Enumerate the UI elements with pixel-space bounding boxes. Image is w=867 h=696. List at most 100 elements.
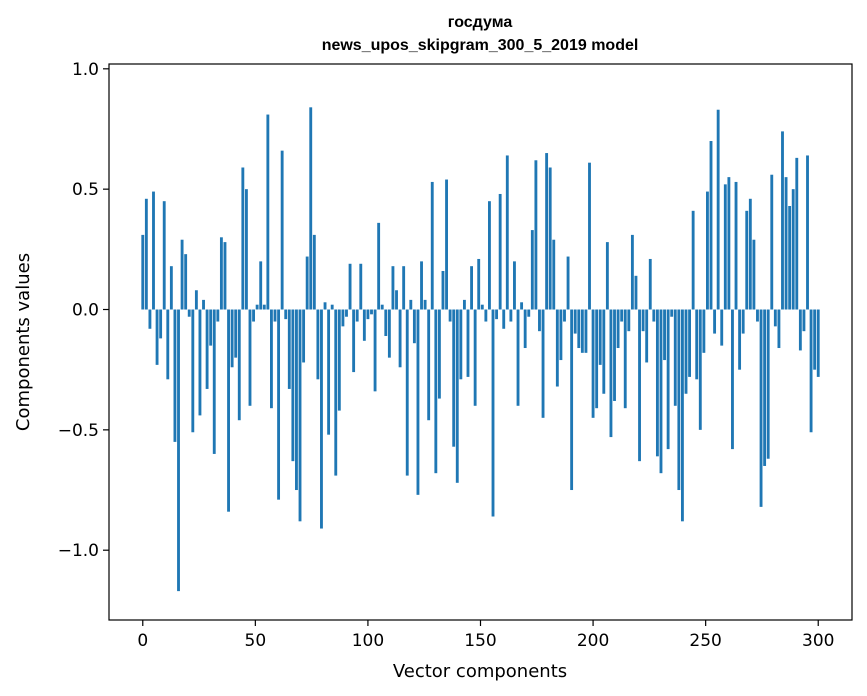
bar xyxy=(802,309,806,332)
bar xyxy=(298,309,302,522)
bar xyxy=(598,309,602,365)
bar xyxy=(613,309,616,401)
bar xyxy=(384,309,388,336)
bar xyxy=(477,258,481,310)
bar xyxy=(713,309,717,334)
bar xyxy=(541,309,545,418)
bar xyxy=(359,263,363,310)
bar xyxy=(716,109,720,310)
bar xyxy=(677,309,681,491)
bar xyxy=(162,201,166,310)
bar xyxy=(270,309,273,409)
bar xyxy=(538,309,541,332)
bar xyxy=(152,191,155,310)
bar xyxy=(620,309,624,322)
bar xyxy=(777,309,781,349)
x-tick-label: 100 xyxy=(352,631,384,651)
bar xyxy=(370,309,373,315)
bar xyxy=(784,177,788,310)
bar xyxy=(727,177,731,310)
bar xyxy=(480,304,484,310)
bar xyxy=(634,275,638,310)
bar xyxy=(616,309,620,349)
x-tick-label: 200 xyxy=(577,631,609,651)
bar xyxy=(202,299,205,310)
bar xyxy=(445,179,448,310)
bar xyxy=(591,309,595,418)
bar xyxy=(555,309,559,387)
x-axis-ticks: 0 50 100 150 200 250 300 xyxy=(137,620,834,651)
x-axis-label: Vector components xyxy=(393,661,567,682)
bar xyxy=(345,309,348,317)
bar xyxy=(648,258,652,310)
bar xyxy=(323,302,327,310)
bar xyxy=(813,309,817,370)
bar xyxy=(280,150,284,310)
bar xyxy=(488,201,491,310)
bar xyxy=(698,309,702,430)
bar xyxy=(355,309,359,322)
bar xyxy=(809,309,813,433)
y-tick-label: 1.0 xyxy=(72,60,99,80)
bar xyxy=(452,309,456,447)
bar xyxy=(534,160,538,310)
bar xyxy=(709,141,713,310)
bar xyxy=(462,299,466,310)
bar xyxy=(184,254,188,310)
bar xyxy=(459,309,463,380)
bar xyxy=(720,309,724,346)
bar xyxy=(695,309,699,380)
bar xyxy=(166,309,170,380)
bar xyxy=(641,309,645,332)
bar xyxy=(366,309,370,320)
bar xyxy=(305,256,309,310)
x-tick-label: 50 xyxy=(245,631,267,651)
bar xyxy=(312,234,316,310)
bar xyxy=(723,184,727,310)
bar xyxy=(630,234,634,310)
bar xyxy=(516,309,520,406)
x-tick-label: 150 xyxy=(464,631,496,651)
bar xyxy=(402,266,406,310)
bar xyxy=(295,309,298,491)
y-axis-ticks: −1.0 −0.5 0.0 0.5 1.0 xyxy=(58,60,109,561)
bar xyxy=(437,309,441,399)
bar xyxy=(241,167,245,310)
bar xyxy=(816,309,820,377)
bar xyxy=(806,155,809,310)
bar xyxy=(248,309,252,406)
bar xyxy=(770,174,774,310)
bar xyxy=(527,309,531,317)
bar xyxy=(405,309,409,476)
bar xyxy=(284,309,288,320)
y-tick-label: 0.5 xyxy=(72,180,99,200)
bar xyxy=(316,309,320,380)
bar xyxy=(409,299,413,310)
bar xyxy=(588,162,591,310)
bar xyxy=(645,309,649,363)
bar xyxy=(680,309,684,522)
bar xyxy=(520,302,524,310)
bar xyxy=(495,309,499,320)
bar xyxy=(177,309,180,592)
bar xyxy=(580,309,584,353)
bar xyxy=(234,309,238,358)
bar xyxy=(530,230,534,310)
bar xyxy=(505,155,509,310)
bar xyxy=(734,181,738,310)
bar xyxy=(502,309,506,329)
bar xyxy=(141,234,145,310)
bar xyxy=(205,309,209,389)
bar xyxy=(362,309,366,341)
bar xyxy=(523,309,527,349)
bar xyxy=(673,309,677,406)
bar xyxy=(209,309,213,346)
y-tick-label: −1.0 xyxy=(58,541,99,561)
bar xyxy=(377,222,381,310)
bar xyxy=(763,309,767,466)
bar xyxy=(216,309,220,322)
bar xyxy=(684,309,688,394)
bar xyxy=(302,309,306,363)
bar xyxy=(513,261,516,310)
bar xyxy=(194,290,198,310)
